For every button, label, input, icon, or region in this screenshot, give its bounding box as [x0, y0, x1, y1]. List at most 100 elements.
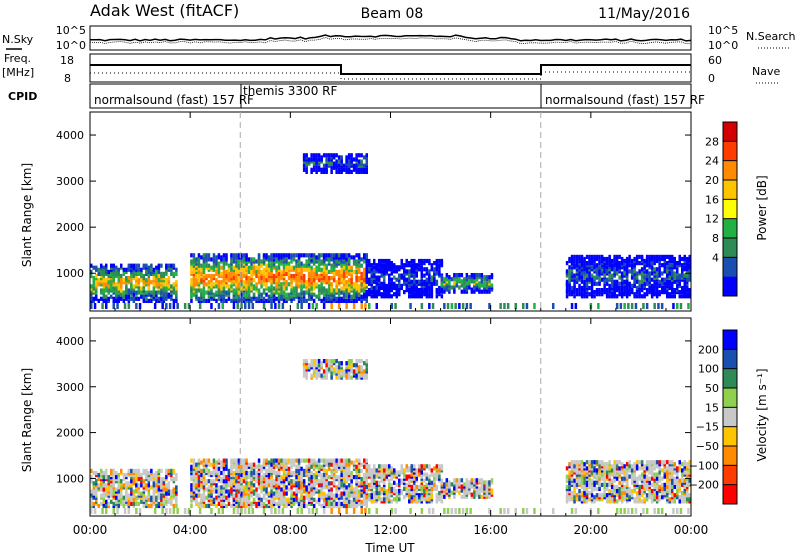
power-cell	[578, 283, 581, 288]
velocity-cell	[255, 464, 258, 469]
velocity-cell	[398, 478, 401, 483]
power-cell	[140, 286, 143, 291]
power-cell	[155, 284, 158, 289]
power-cell	[157, 296, 161, 301]
power-cell	[640, 283, 644, 288]
power-cell	[345, 265, 348, 270]
power-cell	[325, 288, 328, 293]
power-cell	[330, 153, 333, 158]
velocity-cell	[117, 483, 120, 488]
power-cell	[237, 269, 241, 274]
power-cell	[350, 255, 353, 260]
velocity-cell	[445, 478, 449, 483]
velocity-cell	[478, 478, 481, 483]
power-cell	[130, 296, 133, 301]
velocity-cell	[440, 499, 444, 504]
power-cell	[325, 157, 328, 162]
velocity-cell	[332, 458, 336, 463]
power-cell	[363, 282, 366, 287]
power-cell	[332, 163, 336, 168]
power-cell	[337, 269, 341, 274]
velocity-cell	[403, 495, 406, 500]
power-cell	[630, 283, 634, 288]
power-cell	[172, 298, 176, 303]
velocity-cell	[317, 483, 321, 488]
velocity-cell	[262, 477, 266, 482]
power-cell	[663, 285, 666, 291]
power-cell	[648, 271, 651, 276]
velocity-cell	[347, 483, 351, 488]
velocity-cell	[355, 491, 358, 496]
power-cell	[202, 263, 206, 268]
power-cell	[645, 288, 649, 293]
velocity-cell	[205, 479, 208, 484]
power-cell	[590, 273, 594, 278]
velocity-cell	[232, 458, 236, 463]
power-cell	[398, 265, 401, 270]
power-cell	[461, 303, 465, 309]
power-cell	[221, 303, 224, 309]
power-cell	[490, 273, 494, 278]
velocity-cell	[230, 503, 233, 509]
power-cell	[373, 258, 376, 264]
velocity-cell	[415, 495, 418, 500]
velocity-cell	[568, 470, 571, 475]
power-cell	[405, 263, 408, 268]
velocity-cell	[317, 489, 321, 494]
power-cell	[150, 298, 153, 303]
velocity-cell	[440, 480, 444, 485]
power-cell	[160, 263, 163, 268]
velocity-cell	[240, 458, 243, 463]
velocity-cell	[335, 458, 338, 463]
power-cell	[227, 276, 231, 281]
velocity-cell	[242, 462, 246, 467]
power-cell	[363, 163, 366, 168]
power-cell	[277, 303, 281, 309]
power-cell	[282, 294, 286, 299]
velocity-cell	[175, 477, 178, 482]
velocity-cell	[205, 487, 208, 492]
power-cell	[440, 258, 444, 264]
power-cell	[100, 263, 103, 268]
power-cell	[350, 294, 353, 299]
velocity-cell	[122, 472, 126, 478]
velocity-cell	[413, 464, 416, 469]
velocity-cell	[265, 483, 268, 488]
power-cell	[628, 269, 631, 274]
power-cell	[262, 288, 266, 293]
power-cell	[297, 292, 301, 297]
power-cell	[635, 258, 639, 264]
power-cell	[342, 253, 346, 258]
velocity-cell	[373, 491, 376, 496]
velocity-cell	[90, 468, 93, 473]
power-cell	[653, 267, 656, 272]
velocity-cell	[593, 480, 596, 485]
velocity-cell	[420, 464, 423, 469]
velocity-cell	[465, 482, 469, 487]
power-cell	[110, 263, 113, 268]
velocity-cell	[458, 482, 461, 487]
power-cell	[302, 253, 306, 258]
power-cell	[435, 258, 439, 264]
power-cell	[150, 290, 153, 295]
power-cell	[375, 285, 378, 291]
velocity-cell	[225, 466, 228, 471]
power-cell	[200, 255, 203, 260]
power-cell	[375, 275, 378, 280]
power-cell	[232, 259, 236, 264]
power-cell	[438, 285, 441, 291]
velocity-cell	[568, 462, 571, 467]
power-cell	[610, 263, 614, 268]
power-cell	[485, 281, 489, 286]
velocity-cell	[250, 466, 253, 471]
power-cell	[430, 281, 434, 286]
power-cell	[661, 271, 664, 276]
power-cell	[645, 277, 649, 282]
power-cell	[365, 161, 368, 166]
velocity-cell	[383, 468, 386, 473]
velocity-cell	[475, 478, 479, 483]
power-cell	[165, 294, 168, 299]
velocity-cell	[212, 468, 216, 473]
power-cell	[598, 258, 601, 264]
power-cell	[480, 273, 484, 278]
